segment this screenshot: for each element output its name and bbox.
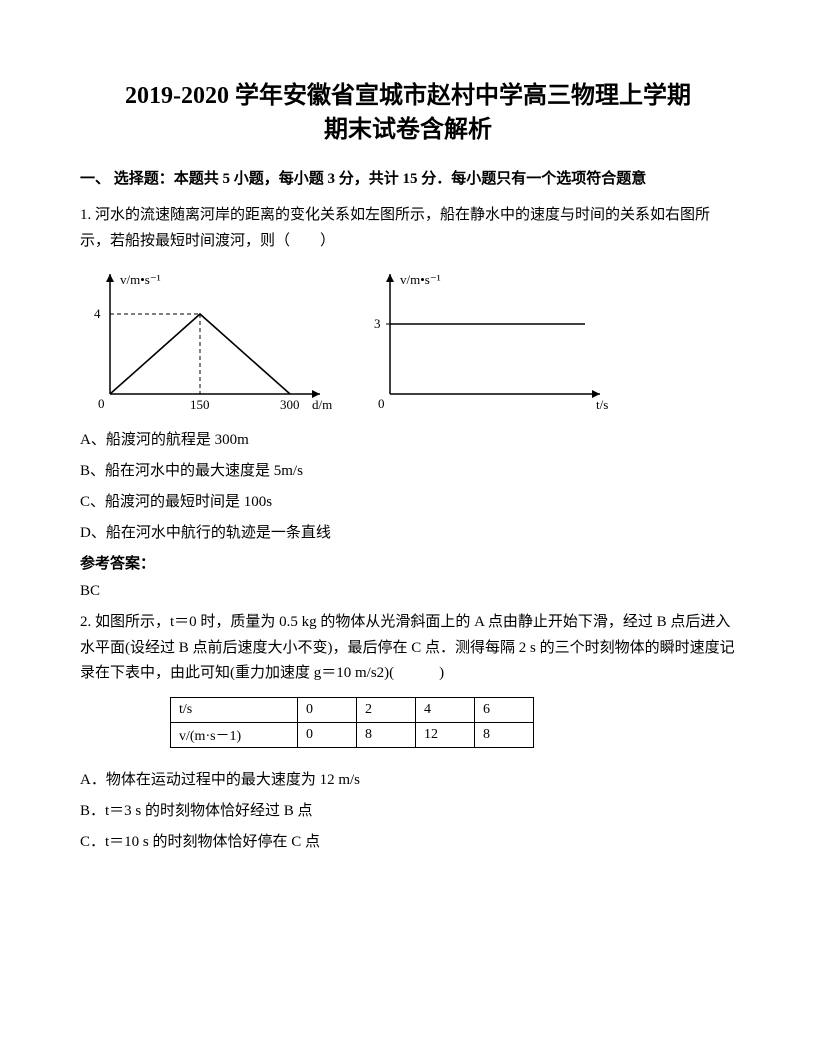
table-cell-r1-label: t/s [171,697,298,722]
exam-page: 2019-2020 学年安徽省宣城市赵村中学高三物理上学期 期末试卷含解析 一、… [0,0,816,901]
q1-answer-label: 参考答案： [80,552,736,573]
chart-left-ylabel: v/m•s⁻¹ [120,272,161,287]
table-cell: 4 [416,697,475,722]
chart-left-origin: 0 [98,396,105,411]
page-title: 2019-2020 学年安徽省宣城市赵村中学高三物理上学期 期末试卷含解析 [80,80,736,147]
q2-stem: 2. 如图所示，t＝0 时，质量为 0.5 kg 的物体从光滑斜面上的 A 点由… [80,610,736,687]
chart-right-ylabel: v/m•s⁻¹ [400,272,441,287]
title-line-1: 2019-2020 学年安徽省宣城市赵村中学高三物理上学期 [125,83,691,109]
q2-option-c: C．t＝10 s 的时刻物体恰好停在 C 点 [80,830,736,851]
chart-left-xlabel: d/m [312,397,332,412]
q1-charts: 4 150 300 v/m•s⁻¹ d/m 0 3 v/m• [80,264,736,414]
q2-option-a: A．物体在运动过程中的最大速度为 12 m/s [80,768,736,789]
q1-answer: BC [80,583,736,600]
table-cell: 6 [475,697,534,722]
chart-left-xtick2: 300 [280,397,300,412]
section-1-header: 一、 选择题：本题共 5 小题，每小题 3 分，共计 15 分．每小题只有一个选… [80,167,736,191]
q1-stem: 1. 河水的流速随离河岸的距离的变化关系如左图所示，船在静水中的速度与时间的关系… [80,203,736,254]
q1-option-a: A、船渡河的航程是 300m [80,428,736,449]
title-line-2: 期末试卷含解析 [324,117,492,143]
q1-option-b: B、船在河水中的最大速度是 5m/s [80,459,736,480]
q1-option-c: C、船渡河的最短时间是 100s [80,490,736,511]
table-cell: 12 [416,722,475,747]
chart-right-ytick: 3 [374,316,381,331]
q1-chart-left: 4 150 300 v/m•s⁻¹ d/m 0 [80,264,340,414]
table-cell: 8 [357,722,416,747]
chart-left-xtick1: 150 [190,397,210,412]
table-cell: 8 [475,722,534,747]
table-cell: 2 [357,697,416,722]
chart-right-xlabel: t/s [596,397,608,412]
chart-right-origin: 0 [378,396,385,411]
table-cell: 0 [298,722,357,747]
q2-table: t/s 0 2 4 6 v/(m·s－1) 0 8 12 8 [170,697,534,748]
q1-option-d: D、船在河水中航行的轨迹是一条直线 [80,521,736,542]
q2-option-b: B．t＝3 s 的时刻物体恰好经过 B 点 [80,799,736,820]
table-row: v/(m·s－1) 0 8 12 8 [171,722,534,747]
chart-left-ytick: 4 [94,306,101,321]
table-row: t/s 0 2 4 6 [171,697,534,722]
table-cell-r2-label: v/(m·s－1) [171,722,298,747]
q1-chart-right: 3 v/m•s⁻¹ t/s 0 [360,264,620,414]
table-cell: 0 [298,697,357,722]
